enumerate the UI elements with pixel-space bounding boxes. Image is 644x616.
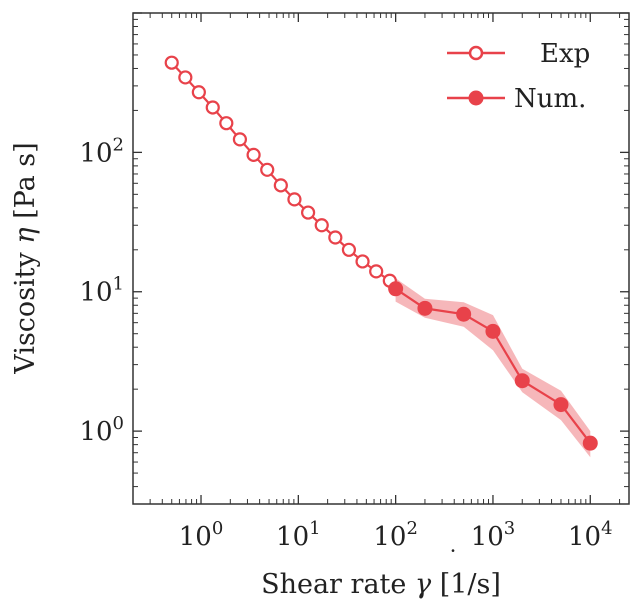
point-exp: [328, 230, 343, 245]
legend-marker-exp: [468, 45, 484, 61]
point-exp: [355, 254, 370, 269]
gamma-dot: ˙: [447, 546, 459, 574]
point-num: [388, 281, 404, 297]
x-tick-label: 100: [179, 518, 224, 552]
y-tick-label: 100: [79, 413, 124, 447]
point-exp: [260, 162, 275, 177]
legend: Exp Num.: [447, 39, 590, 114]
y-axis-label: Viscosity η [Pa s]: [10, 142, 41, 374]
y-tick-label: 101: [79, 274, 124, 308]
point-num: [514, 373, 530, 389]
point-exp: [301, 205, 316, 220]
point-exp: [178, 70, 193, 85]
point-num: [553, 397, 569, 413]
series-markers: [164, 55, 598, 451]
point-exp: [191, 85, 206, 100]
point-exp: [232, 132, 248, 147]
point-exp: [314, 218, 329, 233]
x-tick-label: 102: [373, 518, 418, 552]
band-num: [395, 278, 591, 458]
tick-labels: 100 101 102 103 104 100 101 102: [79, 134, 612, 552]
legend-label-exp: Exp: [540, 39, 590, 69]
x-tick-label: 104: [568, 518, 613, 552]
legend-marker-num: [468, 90, 484, 106]
x-axis-label: Shear rate γ [1/s]: [261, 569, 501, 600]
point-exp: [164, 55, 179, 70]
point-exp: [369, 264, 384, 279]
point-exp: [219, 116, 234, 131]
x-tick-label: 101: [276, 518, 321, 552]
point-exp: [287, 192, 302, 207]
uncertainty-bands: [395, 278, 591, 458]
point-num: [456, 306, 472, 322]
point-exp: [273, 178, 288, 193]
y-tick-label: 102: [79, 134, 124, 168]
point-exp: [341, 242, 357, 257]
point-num: [582, 435, 598, 451]
point-exp: [246, 147, 261, 162]
point-num: [485, 323, 501, 339]
point-num: [417, 300, 433, 316]
point-exp: [205, 100, 220, 115]
axis-ticks: [132, 12, 629, 505]
x-tick-label: 103: [471, 518, 516, 552]
legend-label-num: Num.: [514, 84, 586, 114]
plot-frame: [132, 12, 630, 505]
